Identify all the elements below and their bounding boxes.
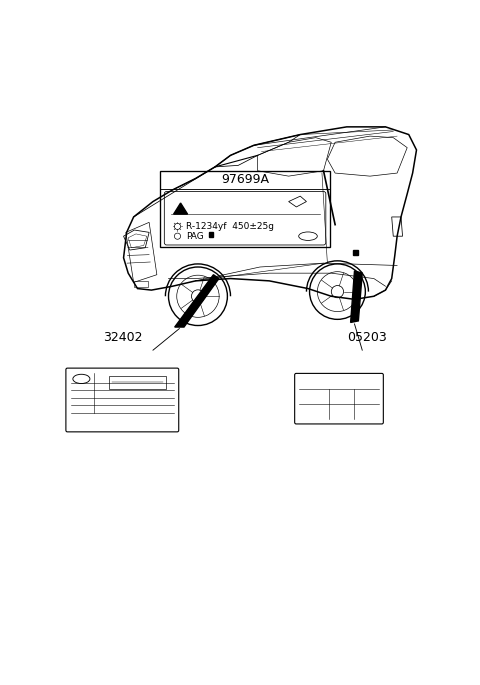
Text: PAG: PAG [186, 232, 204, 240]
Polygon shape [175, 275, 219, 327]
Bar [133, 281, 147, 287]
Text: 97699A: 97699A [221, 173, 269, 186]
Text: 05203: 05203 [347, 331, 386, 344]
Bar [109, 376, 166, 389]
Text: 32402: 32402 [103, 331, 142, 344]
Text: R-1234yf  450±25g: R-1234yf 450±25g [186, 222, 274, 231]
Bar [353, 250, 358, 255]
Bar [160, 171, 330, 247]
Bar [209, 232, 214, 237]
Polygon shape [174, 203, 188, 214]
Polygon shape [350, 271, 362, 323]
